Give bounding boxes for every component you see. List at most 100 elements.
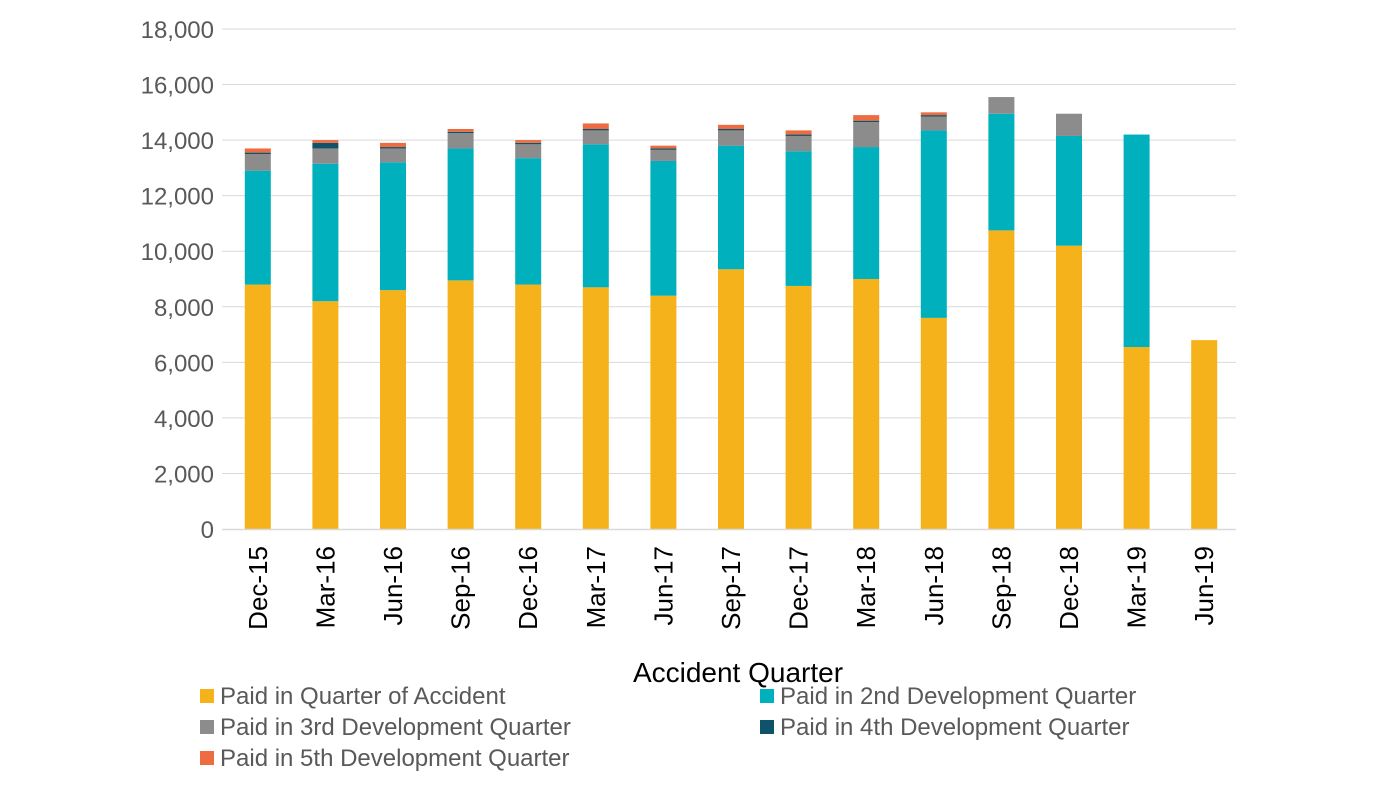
bar-segment-jun-18-series-4	[920, 115, 947, 117]
y-tick-label: 8,000	[154, 295, 214, 322]
bar-segment-dec-18-series-3	[1056, 113, 1082, 136]
bar-segment-jun-17-series-3	[650, 149, 677, 161]
x-tick-label: Mar-17	[581, 546, 611, 628]
bar-segment-mar-16-series-3	[312, 148, 339, 164]
x-axis-ticks: Dec-15 Mar-16 Jun-16 Sep-16 Dec-16 Mar-17 Jun-…	[243, 546, 1219, 630]
bar-segment-sep-18-series-3	[988, 97, 1015, 114]
legend-swatch	[200, 751, 214, 765]
x-tick-label: Jun-18	[919, 546, 949, 626]
bar-segment-sep-17-series-5	[718, 124, 744, 129]
x-tick-label: Jun-17	[648, 546, 678, 626]
bar-segment-dec-17-series-1	[785, 285, 812, 529]
x-tick-label: Jun-16	[378, 546, 408, 626]
x-tick-label: Dec-15	[243, 546, 273, 630]
bar-segment-jun-16-series-3	[380, 148, 406, 163]
bar-segment-mar-18-series-5	[853, 115, 880, 121]
bar-segment-sep-16-series-4	[447, 131, 474, 134]
bar-segment-sep-16-series-3	[447, 133, 474, 149]
legend-label: Paid in 2nd Development Quarter	[780, 683, 1136, 710]
legend-swatch	[760, 689, 774, 703]
bar-segment-jun-16-series-4	[380, 147, 406, 149]
bar-segment-sep-18-series-2	[988, 113, 1015, 231]
legend: Paid in Quarter of Accident Paid in 2nd D…	[200, 683, 1136, 772]
x-tick-label: Dec-16	[513, 546, 543, 630]
legend-swatch	[200, 689, 214, 703]
bar-segment-jun-16-series-2	[380, 162, 406, 291]
x-tick-label: Sep-18	[986, 546, 1016, 630]
y-tick-label: 2,000	[154, 461, 214, 488]
bar-segment-mar-16-series-5	[312, 140, 339, 143]
bar-segment-sep-18-series-1	[988, 230, 1015, 529]
bar-segment-dec-17-series-5	[785, 130, 812, 135]
bar-segment-dec-17-series-3	[785, 135, 812, 152]
bar-segment-dec-15-series-3	[244, 154, 271, 171]
bar-segment-dec-15-series-1	[244, 284, 271, 529]
y-tick-label: 18,000	[141, 17, 214, 44]
bar-segment-mar-18-series-4	[853, 120, 880, 123]
bar-segment-jun-17-series-1	[650, 295, 677, 529]
bar-segment-sep-17-series-4	[718, 129, 744, 131]
bar-segment-dec-17-series-4	[785, 134, 812, 136]
bar-segment-sep-17-series-2	[718, 145, 744, 270]
y-tick-label: 14,000	[141, 128, 214, 155]
legend-label: Paid in 4th Development Quarter	[780, 714, 1130, 741]
legend-label: Paid in Quarter of Accident	[220, 683, 506, 710]
bar-segment-dec-18-series-2	[1056, 135, 1082, 246]
bar-segment-dec-18-series-1	[1056, 245, 1082, 529]
bar-segment-sep-17-series-1	[718, 269, 744, 529]
bar-segment-mar-17-series-4	[582, 129, 609, 131]
y-tick-label: 10,000	[141, 239, 214, 266]
x-tick-label: Mar-16	[310, 546, 340, 628]
legend-swatch	[760, 720, 774, 734]
legend-label: Paid in 3rd Development Quarter	[220, 714, 571, 741]
bar-segment-jun-17-series-2	[650, 160, 677, 296]
bar-segment-sep-16-series-5	[447, 129, 474, 132]
x-tick-label: Mar-19	[1122, 546, 1152, 628]
y-tick-label: 4,000	[154, 406, 214, 433]
bar-segment-dec-16-series-3	[515, 144, 542, 159]
bar-segment-dec-16-series-5	[515, 140, 542, 143]
y-tick-label: 6,000	[154, 350, 214, 377]
bar-segment-jun-16-series-1	[380, 290, 406, 529]
bar-segment-sep-16-series-1	[447, 280, 474, 529]
y-axis-ticks: 0 2,000 4,000 6,000 8,000 10,000 12,000 14,000 1…	[141, 17, 214, 544]
y-tick-label: 0	[201, 517, 214, 544]
bar-segment-mar-16-series-4	[312, 142, 339, 149]
bar-segment-mar-18-series-1	[853, 279, 880, 529]
bar-segment-mar-18-series-3	[853, 122, 880, 148]
bar-segment-dec-15-series-5	[244, 148, 271, 153]
bar-segment-mar-18-series-2	[853, 147, 880, 279]
bar-segment-jun-18-series-2	[920, 130, 947, 318]
x-tick-label: Sep-17	[716, 546, 746, 630]
bar-segment-mar-19-series-1	[1123, 347, 1150, 529]
bar-segment-mar-16-series-1	[312, 301, 339, 529]
bar-segment-sep-17-series-3	[718, 130, 744, 146]
bar-segment-mar-17-series-3	[582, 130, 609, 145]
bar-segment-jun-18-series-1	[920, 317, 947, 529]
x-tick-label: Sep-16	[446, 546, 476, 630]
y-tick-label: 12,000	[141, 184, 214, 211]
x-tick-label: Dec-18	[1054, 546, 1084, 630]
bar-segment-mar-19-series-2	[1123, 134, 1150, 348]
legend-swatch	[200, 720, 214, 734]
x-tick-label: Mar-18	[851, 546, 881, 628]
x-tick-label: Jun-19	[1189, 546, 1219, 626]
bar-segment-dec-16-series-1	[515, 284, 542, 529]
y-tick-label: 16,000	[141, 73, 214, 100]
bar-segment-jun-18-series-5	[920, 112, 947, 116]
bar-segment-dec-15-series-4	[244, 152, 271, 154]
x-tick-label: Dec-17	[784, 546, 814, 630]
bar-segment-mar-17-series-5	[582, 123, 609, 129]
bar-segment-mar-17-series-2	[582, 144, 609, 288]
bar-segment-mar-17-series-1	[582, 287, 609, 529]
bar-segment-dec-15-series-2	[244, 170, 271, 285]
bar-segment-jun-18-series-3	[920, 116, 947, 131]
bar-segment-jun-17-series-5	[650, 145, 677, 149]
bar-segment-mar-16-series-2	[312, 163, 339, 302]
bar-segment-dec-16-series-2	[515, 158, 542, 285]
bar-segment-jun-16-series-5	[380, 142, 406, 148]
bar-segment-sep-16-series-2	[447, 148, 474, 281]
bar-segment-dec-16-series-4	[515, 142, 542, 145]
bar-segment-jun-17-series-4	[650, 148, 677, 150]
